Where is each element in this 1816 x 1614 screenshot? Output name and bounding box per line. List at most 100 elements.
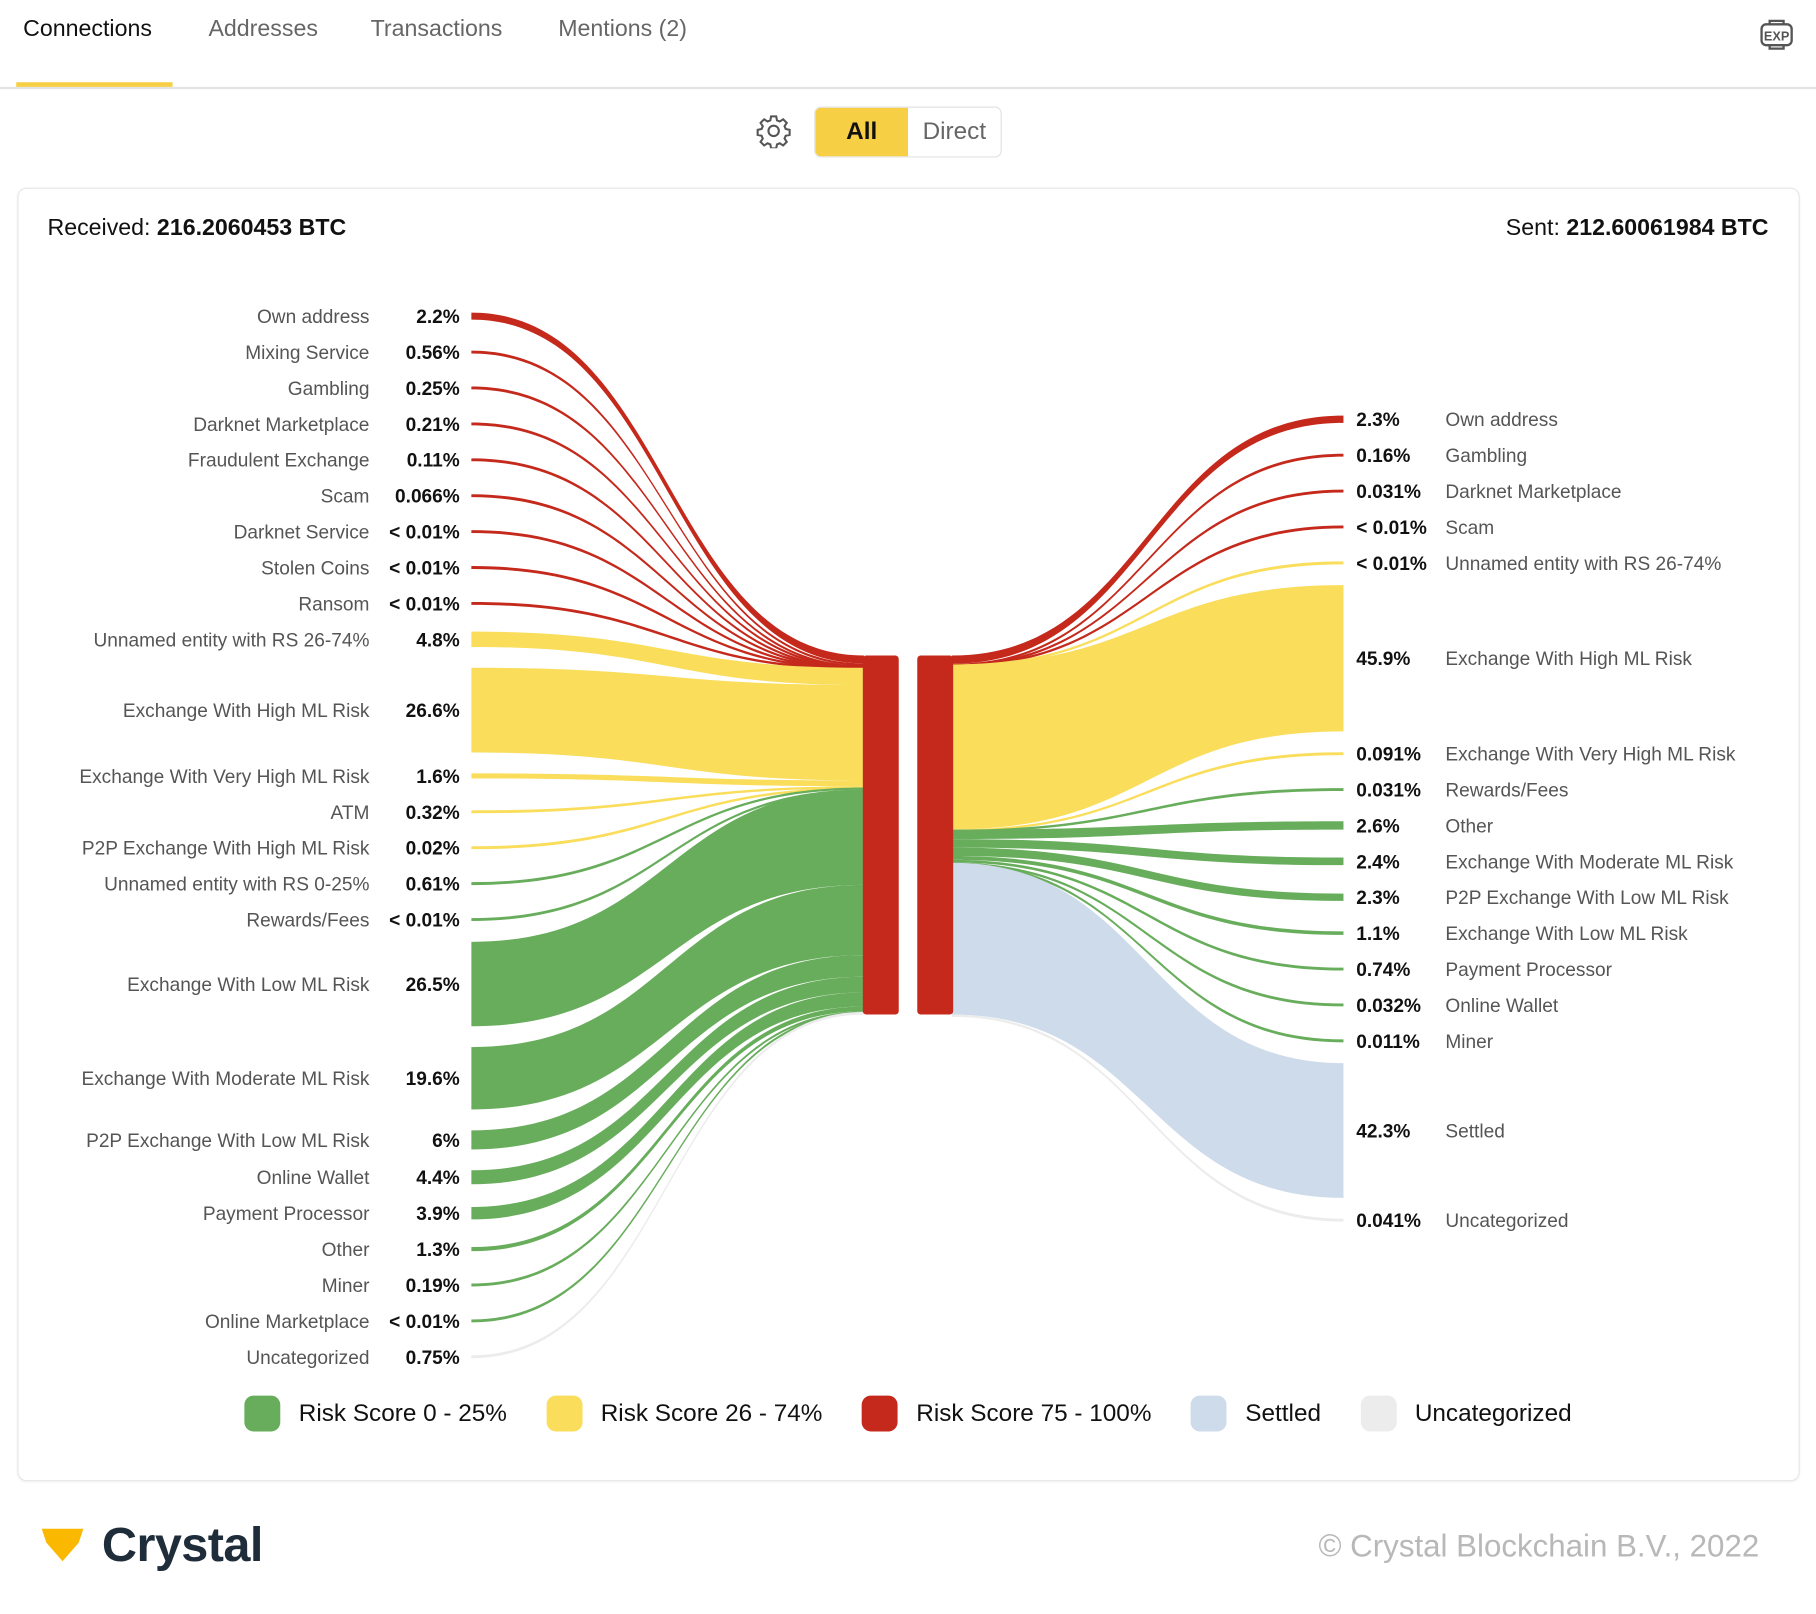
- flow-band-sent[interactable]: [952, 1014, 1344, 1222]
- legend-item[interactable]: Risk Score 0 - 25%: [244, 1395, 507, 1432]
- gear-icon[interactable]: [756, 113, 791, 149]
- node-label[interactable]: Unnamed entity with RS 0-25%: [104, 875, 369, 896]
- tab-connections[interactable]: Connections: [23, 16, 152, 42]
- node-label[interactable]: Scam: [1445, 518, 1494, 539]
- flow-band-sent[interactable]: [952, 855, 1344, 935]
- flow-band-received[interactable]: [471, 458, 864, 670]
- node-label[interactable]: Exchange With Very High ML Risk: [1445, 745, 1736, 766]
- node-label[interactable]: Exchange With High ML Risk: [123, 701, 370, 722]
- flow-band-sent[interactable]: [952, 561, 1344, 667]
- flow-band-received[interactable]: [471, 773, 864, 787]
- node-label[interactable]: Own address: [1445, 410, 1558, 431]
- crystal-logo[interactable]: Crystal: [39, 1517, 263, 1573]
- node-label[interactable]: Stolen Coins: [261, 558, 369, 579]
- flow-band-received[interactable]: [471, 350, 864, 666]
- node-label[interactable]: P2P Exchange With Low ML Risk: [1445, 888, 1729, 909]
- node-label[interactable]: Gambling: [288, 379, 370, 400]
- received-center-node[interactable]: [862, 655, 899, 1015]
- node-label[interactable]: Online Wallet: [257, 1168, 371, 1189]
- flow-band-received[interactable]: [471, 566, 864, 671]
- flow-band-sent[interactable]: [952, 788, 1344, 832]
- node-label[interactable]: Mixing Service: [245, 343, 369, 364]
- flow-band-sent[interactable]: [952, 525, 1344, 667]
- node-label[interactable]: Miner: [1445, 1032, 1493, 1053]
- node-label[interactable]: Darknet Marketplace: [1445, 482, 1621, 503]
- node-label[interactable]: Exchange With High ML Risk: [1445, 649, 1692, 670]
- flow-band-sent[interactable]: [952, 489, 1344, 667]
- legend-item[interactable]: Settled: [1190, 1395, 1321, 1432]
- flow-band-received[interactable]: [471, 631, 864, 685]
- flow-band-received[interactable]: [471, 530, 864, 671]
- node-label[interactable]: ATM: [331, 803, 370, 824]
- flow-band-sent[interactable]: [952, 862, 1344, 1198]
- node-label[interactable]: Darknet Service: [234, 523, 370, 544]
- flow-band-received[interactable]: [471, 789, 864, 1027]
- flow-band-received[interactable]: [471, 601, 864, 671]
- flow-band-received[interactable]: [471, 422, 864, 669]
- sent-center-node[interactable]: [917, 655, 954, 1015]
- node-label[interactable]: Own address: [257, 307, 370, 328]
- flow-band-received[interactable]: [471, 1011, 864, 1323]
- node-label[interactable]: Other: [322, 1240, 370, 1261]
- node-label[interactable]: Scam: [321, 487, 370, 508]
- tab-addresses[interactable]: Addresses: [208, 16, 318, 42]
- flow-band-received[interactable]: [471, 787, 864, 886]
- node-label[interactable]: Uncategorized: [246, 1348, 369, 1369]
- flow-band-received[interactable]: [471, 1011, 864, 1359]
- node-label[interactable]: Gambling: [1445, 446, 1527, 467]
- flow-band-received[interactable]: [471, 976, 864, 1185]
- node-label[interactable]: Uncategorized: [1445, 1211, 1568, 1232]
- tab-mentions[interactable]: Mentions (2): [558, 16, 687, 42]
- node-label[interactable]: Miner: [322, 1276, 370, 1297]
- flow-band-sent[interactable]: [952, 859, 1344, 971]
- flow-band-sent[interactable]: [952, 862, 1344, 1007]
- flow-band-received[interactable]: [471, 789, 864, 921]
- node-label[interactable]: Payment Processor: [203, 1204, 370, 1225]
- flow-band-received[interactable]: [471, 786, 864, 814]
- node-label[interactable]: Rewards/Fees: [246, 910, 369, 931]
- node-label[interactable]: Fraudulent Exchange: [188, 451, 370, 472]
- node-label[interactable]: Unnamed entity with RS 26-74%: [94, 630, 370, 651]
- flow-band-sent[interactable]: [952, 839, 1344, 866]
- flow-band-sent[interactable]: [952, 752, 1344, 832]
- legend-item[interactable]: Risk Score 75 - 100%: [861, 1395, 1151, 1432]
- toggle-direct-button[interactable]: Direct: [922, 118, 987, 145]
- flow-band-received[interactable]: [471, 312, 864, 664]
- flow-band-received[interactable]: [471, 787, 864, 850]
- flow-band-sent[interactable]: [952, 862, 1344, 1043]
- node-label[interactable]: Ransom: [298, 594, 369, 615]
- flow-band-sent[interactable]: [952, 847, 1344, 901]
- node-label[interactable]: P2P Exchange With High ML Risk: [82, 839, 370, 860]
- node-label[interactable]: P2P Exchange With Low ML Risk: [86, 1131, 370, 1152]
- node-label[interactable]: Darknet Marketplace: [193, 415, 369, 436]
- tab-transactions[interactable]: Transactions: [370, 16, 503, 42]
- node-label[interactable]: Exchange With Low ML Risk: [1445, 924, 1688, 945]
- flow-band-received[interactable]: [471, 992, 864, 1220]
- legend-item[interactable]: Uncategorized: [1360, 1395, 1572, 1432]
- flow-band-received[interactable]: [471, 955, 864, 1150]
- node-label[interactable]: Exchange With Very High ML Risk: [79, 767, 370, 788]
- node-label[interactable]: Exchange With Moderate ML Risk: [1445, 852, 1733, 873]
- node-label[interactable]: Unnamed entity with RS 26-74%: [1445, 554, 1721, 575]
- flow-band-received[interactable]: [471, 386, 864, 668]
- node-label[interactable]: Other: [1445, 816, 1493, 837]
- flow-band-received[interactable]: [471, 1006, 864, 1252]
- flow-band-sent[interactable]: [952, 415, 1344, 664]
- flow-band-received[interactable]: [471, 494, 864, 670]
- toggle-all-button[interactable]: All: [815, 107, 908, 157]
- flow-band-sent[interactable]: [952, 821, 1344, 840]
- flow-band-sent[interactable]: [952, 453, 1344, 667]
- node-label[interactable]: Exchange With Low ML Risk: [127, 975, 370, 996]
- node-label[interactable]: Settled: [1445, 1121, 1504, 1142]
- flow-band-sent[interactable]: [952, 585, 1344, 830]
- node-label[interactable]: Payment Processor: [1445, 960, 1612, 981]
- flow-band-received[interactable]: [471, 667, 864, 781]
- exp-icon[interactable]: EXP: [1759, 19, 1794, 51]
- legend-item[interactable]: Risk Score 26 - 74%: [546, 1395, 822, 1432]
- node-label[interactable]: Rewards/Fees: [1445, 780, 1568, 801]
- node-label[interactable]: Exchange With Moderate ML Risk: [82, 1069, 370, 1090]
- node-label[interactable]: Online Marketplace: [205, 1312, 370, 1333]
- flow-band-received[interactable]: [471, 884, 864, 1110]
- node-label[interactable]: Online Wallet: [1445, 996, 1559, 1017]
- flow-band-received[interactable]: [471, 1011, 864, 1287]
